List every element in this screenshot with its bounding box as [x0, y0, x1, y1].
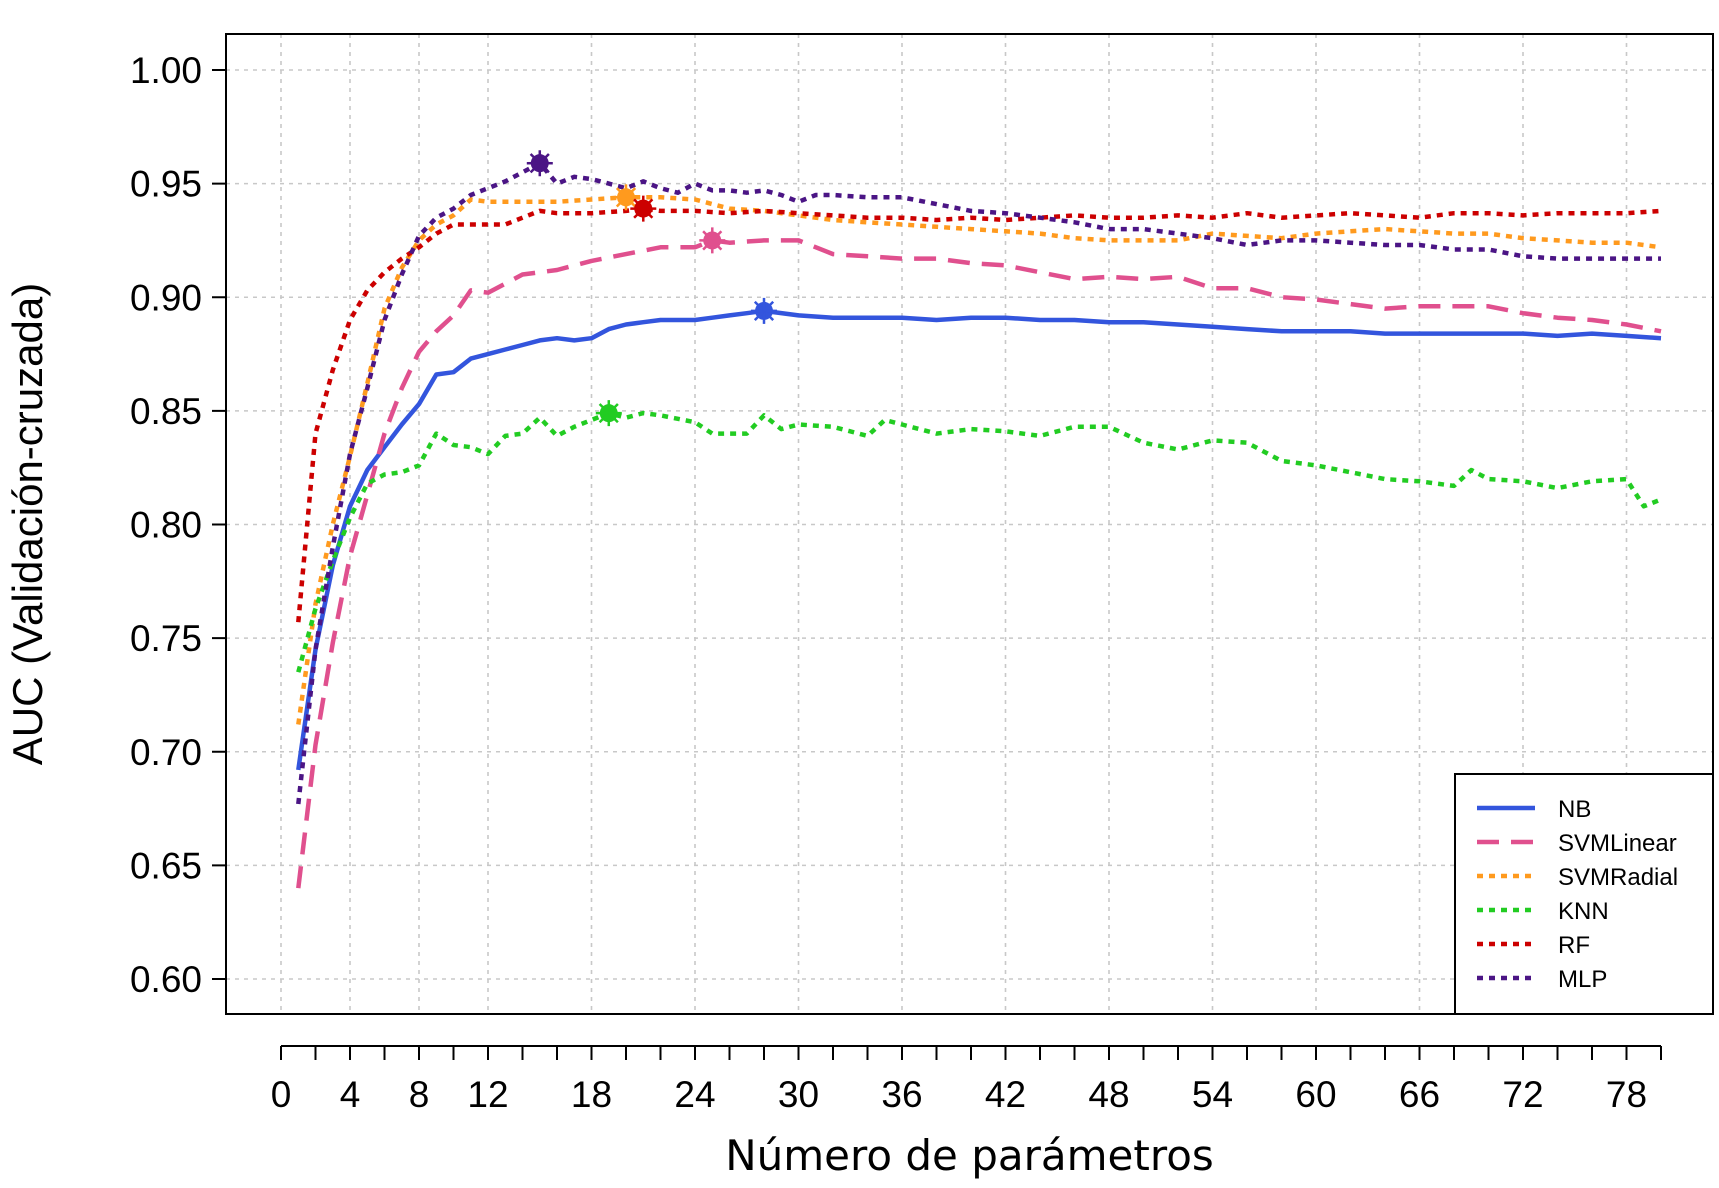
- best-markers: [526, 150, 778, 427]
- best-marker-ray: [633, 207, 645, 219]
- y-tick-label: 0.60: [130, 959, 202, 1000]
- y-tick-label: 0.75: [130, 618, 202, 659]
- x-tick-label: 72: [1502, 1074, 1543, 1115]
- best-marker-ray: [702, 239, 714, 251]
- grid: [226, 34, 1713, 1014]
- x-tick-label: 8: [409, 1074, 430, 1115]
- best-marker-mlp: [526, 150, 553, 177]
- best-marker-ray: [625, 187, 637, 199]
- best-marker-ray: [598, 403, 610, 415]
- best-marker-ray: [538, 153, 550, 165]
- series-line-svmradial: [296, 195, 1662, 725]
- best-marker-ray: [598, 412, 610, 424]
- best-marker-ray: [538, 162, 550, 174]
- series-line-svmlinear: [296, 238, 1662, 889]
- legend-label-svmradial: SVMRadial: [1558, 864, 1678, 891]
- x-tick-label: 42: [985, 1074, 1026, 1115]
- best-marker-knn: [595, 400, 622, 427]
- best-marker-ray: [615, 187, 627, 199]
- x-tick-label: 66: [1399, 1074, 1440, 1115]
- best-marker-ray: [702, 230, 714, 242]
- y-axis-title: AUC (Validación-cruzada): [4, 283, 51, 765]
- best-marker-ray: [633, 198, 645, 210]
- best-marker-nb: [750, 297, 778, 324]
- x-tick-label: 54: [1192, 1074, 1233, 1115]
- best-marker-ray: [753, 300, 765, 312]
- legend-label-nb: NB: [1558, 796, 1591, 823]
- best-marker-rf: [630, 195, 657, 222]
- x-tick-label: 48: [1088, 1074, 1129, 1115]
- series-line-rf: [296, 206, 1662, 623]
- x-tick-label: 0: [271, 1074, 292, 1115]
- legend-label-svmlinear: SVMLinear: [1558, 830, 1677, 857]
- y-tick-label: 0.85: [130, 391, 202, 432]
- best-marker-ray: [607, 403, 619, 415]
- y-tick-label: 0.80: [130, 505, 202, 546]
- x-tick-label: 18: [571, 1074, 612, 1115]
- best-marker-ray: [607, 412, 619, 424]
- x-tick-label: 12: [467, 1074, 508, 1115]
- x-tick-label: 4: [340, 1074, 361, 1115]
- legend-label-rf: RF: [1558, 932, 1590, 959]
- x-tick-label: 30: [778, 1074, 819, 1115]
- best-marker-svmlinear: [699, 227, 726, 254]
- best-marker-ray: [529, 162, 541, 174]
- legend-label-knn: KNN: [1558, 898, 1609, 925]
- best-marker-ray: [763, 310, 775, 321]
- y-tick-label: 0.70: [130, 732, 202, 773]
- legend-box: [1454, 773, 1714, 1015]
- best-marker-ray: [753, 310, 765, 321]
- x-tick-label: 36: [881, 1074, 922, 1115]
- best-marker-ray: [763, 300, 775, 312]
- best-marker-ray: [625, 196, 637, 208]
- best-marker-ray: [642, 198, 654, 210]
- y-axis: 0.60 0.65 0.70 0.75 0.80 0.85 0.90 0.95 1.00: [130, 50, 226, 1000]
- x-tick-label: 78: [1606, 1074, 1647, 1115]
- best-marker-ray: [615, 196, 627, 208]
- x-tick-label: 60: [1295, 1074, 1336, 1115]
- best-marker-ray: [642, 207, 654, 219]
- x-axis: 0 4 8 12 18 24 30 36 42 48 54 60 66 72 78: [271, 1045, 1662, 1115]
- y-tick-label: 0.65: [130, 845, 202, 886]
- y-tick-label: 1.00: [130, 50, 202, 91]
- x-axis-title: Número de parámetros: [725, 1131, 1214, 1180]
- legend: NB SVMLinear SVMRadial KNN RF MLP: [1454, 773, 1714, 1015]
- best-marker-ray: [711, 230, 723, 242]
- best-marker-ray: [529, 153, 541, 165]
- best-marker-ray: [711, 239, 723, 251]
- x-tick-label: 24: [674, 1074, 715, 1115]
- y-tick-label: 0.95: [130, 164, 202, 205]
- series-line-knn: [296, 410, 1662, 673]
- best-marker-svmradial: [612, 184, 640, 211]
- y-tick-label: 0.90: [130, 277, 202, 318]
- legend-label-mlp: MLP: [1558, 966, 1607, 993]
